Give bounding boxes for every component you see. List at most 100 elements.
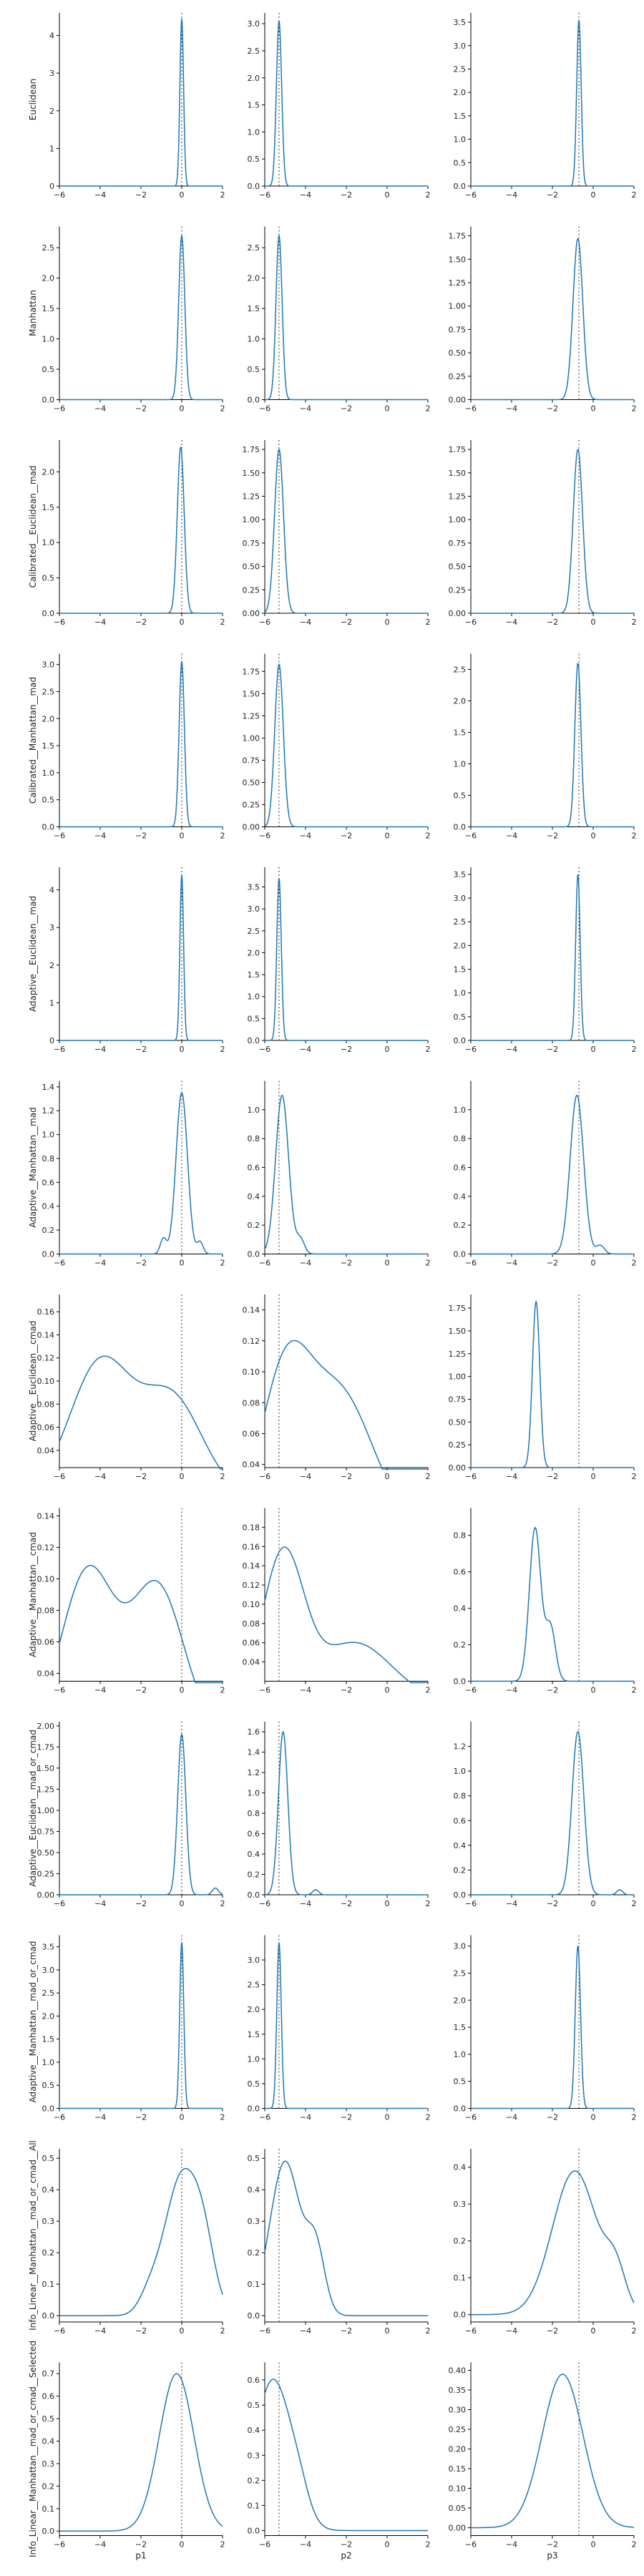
x-tick-label: −2	[135, 1686, 147, 1695]
x-tick-label: 0	[385, 1686, 390, 1695]
x-tick-label: −4	[506, 618, 517, 627]
y-tick-label: 0.10	[243, 1600, 260, 1609]
x-tick-label: −2	[135, 831, 147, 841]
y-tick-label: 0.0	[454, 1250, 467, 1259]
y-tick-label: 3.5	[248, 883, 260, 892]
y-tick-label: 1.5	[248, 304, 260, 313]
y-tick-label: 2.0	[42, 714, 55, 723]
density-panel: −6 −4 −2 0 2 0.0 0.5 1.0 1.5 2.0 2.5 3.0	[248, 13, 431, 200]
density-curve	[471, 1731, 634, 1896]
density-curve	[59, 1565, 223, 1684]
y-tick-label: 0.10	[37, 1377, 55, 1386]
y-tick-label: 0.0	[42, 2527, 55, 2536]
y-tick-label: 1.50	[449, 1327, 467, 1336]
x-tick-label: −6	[465, 404, 477, 414]
y-tick-label: 0.2	[248, 1221, 260, 1230]
density-curve	[471, 449, 634, 614]
y-tick-label: 2.0	[248, 74, 260, 83]
y-tick-label: 0.10	[243, 1367, 260, 1377]
y-tick-label: 0.14	[243, 1561, 260, 1571]
x-tick-label: 0	[180, 1045, 185, 1054]
density-curve	[471, 19, 634, 187]
y-tick-label: 0.0	[454, 2311, 467, 2320]
y-tick-label: 0.8	[248, 1809, 260, 1818]
y-tick-label: 0.0	[454, 1890, 467, 1900]
y-tick-label: 3.0	[454, 42, 467, 51]
x-tick-label: −4	[300, 1259, 311, 1268]
y-tick-label: 0.2	[248, 2248, 260, 2258]
y-tick-label: 2.0	[248, 948, 260, 957]
x-tick-label: 2	[632, 2326, 637, 2336]
density-curve	[471, 2373, 635, 2529]
density-curve	[264, 448, 428, 614]
y-tick-label: 1.75	[449, 232, 467, 241]
y-tick-label: 1.5	[248, 970, 260, 980]
y-tick-label: 1.0	[248, 335, 260, 344]
x-tick-label: −4	[506, 2326, 517, 2336]
x-tick-label: 2	[426, 1045, 431, 1054]
x-tick-label: −6	[465, 1259, 477, 1268]
y-tick-label: 0.04	[37, 1446, 55, 1455]
y-tick-label: 0.2	[454, 1221, 467, 1230]
y-tick-label: 1.25	[243, 492, 260, 501]
x-tick-label: 2	[426, 2326, 431, 2336]
density-curve	[265, 21, 428, 187]
density-panel: −6 −4 −2 0 2 0.00 0.25 0.50 0.75 1.00 1.25 1.50 1.75…	[37, 1722, 225, 1908]
y-tick-label: 0.7	[42, 2369, 55, 2379]
y-tick-label: 0.0	[42, 2311, 55, 2321]
x-tick-label: −6	[259, 1686, 270, 1695]
x-tick-label: −6	[54, 831, 65, 841]
density-curve	[264, 2160, 428, 2316]
y-tick-label: 1.0	[42, 2058, 55, 2067]
density-panel: −6 −4 −2 0 2 0.0 0.5 1.0 1.5 2.0 2.5	[42, 226, 225, 414]
x-tick-label: 2	[220, 1899, 225, 1908]
y-tick-label: 1.75	[449, 445, 467, 454]
x-tick-label: −4	[506, 2540, 517, 2550]
x-tick-label: −2	[341, 2113, 352, 2122]
x-tick-label: −6	[259, 1259, 270, 1268]
y-tick-label: 2.5	[248, 243, 260, 253]
density-curve	[59, 233, 223, 401]
x-tick-label: 2	[426, 190, 431, 200]
y-tick-label: 0.0	[454, 182, 467, 191]
row-label: Adaptive__Euclidean__mad_or_cmad	[28, 1729, 38, 1887]
x-tick-label: −4	[300, 2540, 311, 2550]
x-tick-label: −6	[259, 190, 270, 200]
x-tick-label: −2	[547, 2113, 558, 2122]
y-tick-label: 1.25	[37, 1785, 55, 1794]
y-tick-label: 0.4	[42, 2185, 55, 2195]
x-tick-label: 2	[632, 1259, 637, 1268]
x-tick-label: 0	[591, 1899, 596, 1908]
y-tick-label: 2.5	[454, 917, 467, 927]
x-tick-label: −6	[259, 1045, 270, 1054]
x-tick-label: 0	[180, 2113, 185, 2122]
x-tick-label: −2	[341, 1259, 352, 1268]
x-tick-label: −4	[506, 1472, 517, 1481]
y-tick-label: 3.5	[454, 870, 467, 879]
x-tick-label: −6	[54, 1899, 65, 1908]
y-tick-label: 1.0	[454, 1767, 467, 1776]
x-tick-label: 0	[385, 190, 390, 200]
y-tick-label: 0.0	[42, 609, 55, 618]
y-tick-label: 0.0	[454, 1036, 467, 1045]
x-tick-label: −2	[135, 1045, 147, 1054]
y-tick-label: 1.0	[454, 135, 467, 145]
density-panel: −6 −4 −2 0 2 0.00 0.25 0.50 0.75 1.00 1.25 1.50 1.75	[449, 226, 637, 414]
x-tick-label: −4	[94, 2326, 106, 2336]
y-tick-label: 0.16	[37, 1307, 55, 1317]
density-panel: −6 −4 −2 0 2 0.0 0.2 0.4 0.6 0.8 1.0 1.2 1.4	[42, 1080, 225, 1268]
y-tick-label: 4	[49, 886, 54, 895]
y-tick-label: 0.12	[243, 1581, 260, 1590]
x-tick-label: −4	[300, 1899, 311, 1908]
x-tick-label: −4	[300, 1472, 311, 1481]
y-tick-label: 1.00	[449, 302, 467, 311]
x-tick-label: 2	[632, 2540, 637, 2550]
x-tick-label: 0	[180, 404, 185, 414]
density-curve	[59, 18, 223, 187]
y-tick-label: 0.0	[42, 1250, 55, 1259]
x-tick-label: 0	[180, 1259, 185, 1268]
y-tick-label: 0.4	[454, 1192, 467, 1201]
y-tick-label: 0.0	[248, 396, 260, 405]
y-tick-label: 3.0	[42, 1966, 55, 1975]
